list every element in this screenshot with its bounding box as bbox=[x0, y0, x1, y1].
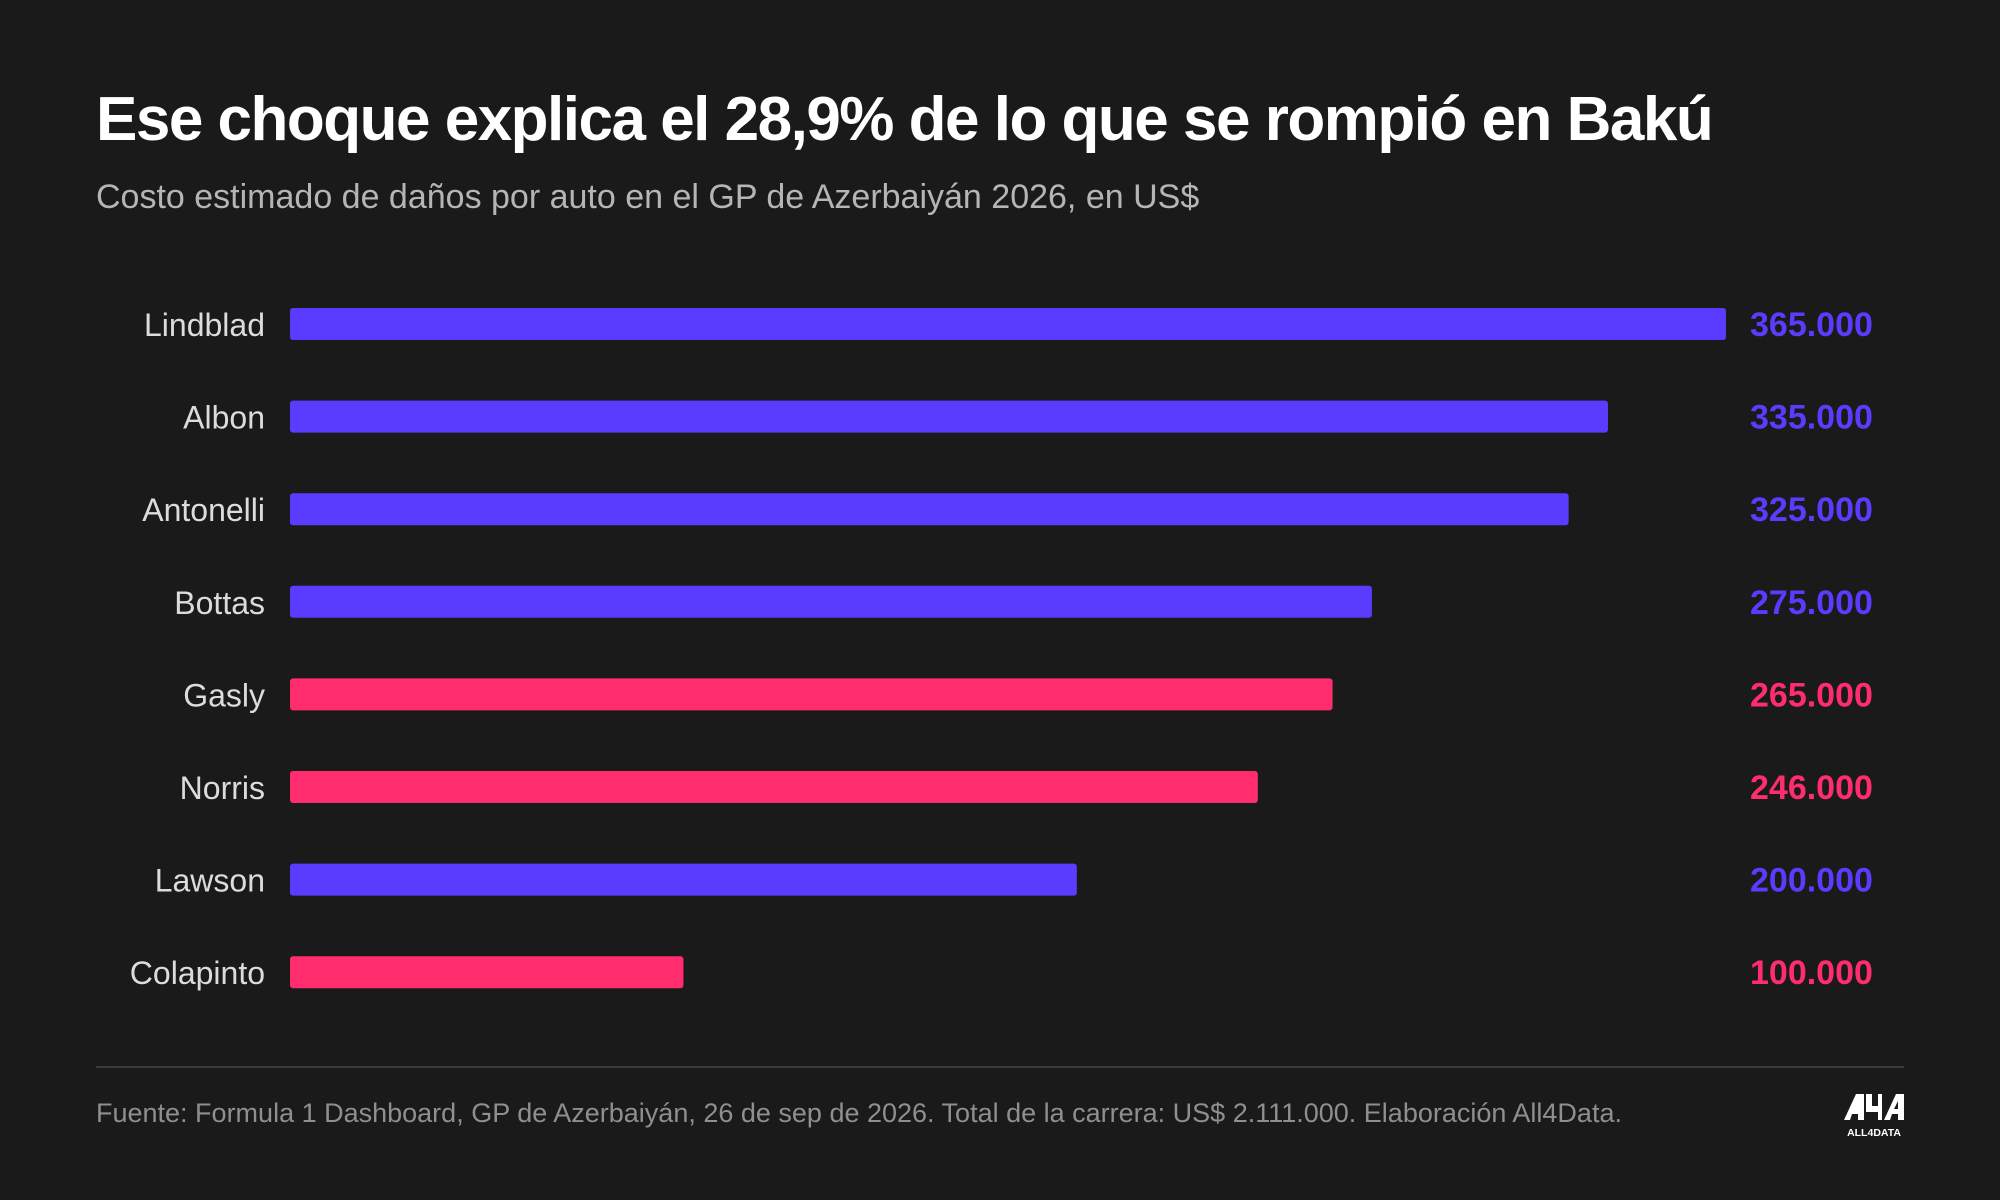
value-label: 335.000 bbox=[1750, 399, 1873, 437]
footer-divider bbox=[96, 1066, 1904, 1068]
category-label: Norris bbox=[180, 770, 265, 806]
value-label: 275.000 bbox=[1750, 584, 1873, 622]
bar bbox=[290, 771, 1258, 803]
category-label: Antonelli bbox=[142, 492, 265, 528]
source-note: Fuente: Formula 1 Dashboard, GP de Azerb… bbox=[96, 1098, 1622, 1128]
bar bbox=[290, 400, 1608, 433]
category-label: Gasly bbox=[183, 677, 265, 713]
value-label: 100.000 bbox=[1750, 954, 1873, 992]
value-label: 246.000 bbox=[1750, 769, 1873, 807]
category-label: Lindblad bbox=[144, 307, 265, 343]
bar bbox=[290, 585, 1372, 618]
chart-title: Ese choque explica el 28,9% de lo que se… bbox=[96, 85, 1714, 154]
bar bbox=[290, 308, 1726, 340]
bar bbox=[290, 956, 684, 989]
all4data-logo-icon: ALL4DATA bbox=[1844, 1094, 1904, 1139]
category-label: Lawson bbox=[155, 863, 265, 899]
value-label: 325.000 bbox=[1750, 491, 1873, 529]
category-label: Colapinto bbox=[130, 955, 265, 991]
bar bbox=[290, 863, 1077, 896]
chart-subtitle: Costo estimado de daños por auto en el G… bbox=[96, 178, 1200, 216]
category-label: Bottas bbox=[174, 585, 265, 621]
bar-chart: Lindblad 365.000 Albon 335.000 Antonelli 325.… bbox=[130, 306, 1873, 992]
logo-text: ALL4DATA bbox=[1847, 1127, 1901, 1139]
value-label: 265.000 bbox=[1750, 676, 1873, 714]
value-label: 200.000 bbox=[1750, 862, 1873, 900]
category-label: Albon bbox=[183, 400, 265, 436]
value-label: 365.000 bbox=[1750, 306, 1873, 344]
bar bbox=[290, 678, 1333, 711]
bar bbox=[290, 493, 1569, 526]
